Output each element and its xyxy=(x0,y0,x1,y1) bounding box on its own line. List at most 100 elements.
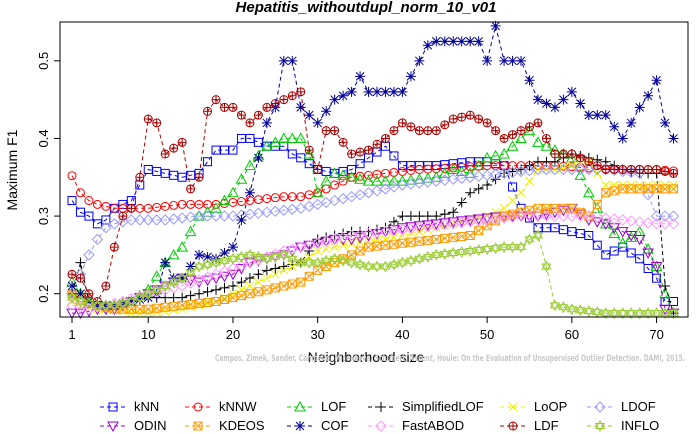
data-point xyxy=(490,242,501,255)
data-point xyxy=(601,180,611,190)
y-tick-label: 0.2 xyxy=(36,285,51,303)
data-point xyxy=(582,186,595,198)
series-line-ldf xyxy=(71,91,674,303)
data-point xyxy=(516,126,526,136)
legend-item-loop: LoOP xyxy=(500,399,567,414)
data-point xyxy=(236,214,247,225)
data-point xyxy=(279,95,289,105)
data-point xyxy=(211,296,221,306)
data-point xyxy=(363,260,374,273)
data-point xyxy=(118,211,128,221)
data-point xyxy=(194,298,204,308)
data-point xyxy=(643,165,653,174)
data-point xyxy=(650,210,663,222)
data-point xyxy=(202,286,213,297)
data-point xyxy=(296,87,306,97)
legend-label: LDF xyxy=(534,418,559,433)
data-point xyxy=(91,233,104,246)
data-point xyxy=(440,233,450,243)
data-point xyxy=(616,214,629,226)
data-point xyxy=(262,102,272,112)
data-point xyxy=(92,299,103,312)
data-point xyxy=(362,227,375,240)
data-point xyxy=(261,265,272,276)
data-point xyxy=(540,210,553,222)
data-point xyxy=(193,210,205,222)
data-point xyxy=(244,273,255,284)
data-point xyxy=(219,254,230,267)
data-point xyxy=(592,110,603,121)
data-point xyxy=(659,307,671,320)
data-point xyxy=(431,36,442,47)
data-point xyxy=(176,272,188,285)
data-point xyxy=(287,279,297,289)
data-point xyxy=(304,110,315,121)
data-point xyxy=(464,216,476,228)
data-point xyxy=(210,210,222,222)
data-point xyxy=(430,219,443,230)
data-point xyxy=(261,117,272,128)
data-point xyxy=(474,226,484,236)
data-point xyxy=(669,168,679,178)
data-point xyxy=(168,273,179,284)
data-point xyxy=(67,196,77,206)
data-point xyxy=(456,217,468,229)
data-point xyxy=(109,242,119,252)
data-point xyxy=(270,263,281,274)
data-point xyxy=(405,211,416,222)
data-point xyxy=(422,211,433,222)
data-point xyxy=(362,175,375,186)
data-point xyxy=(380,260,391,273)
data-point xyxy=(287,55,298,66)
data-point xyxy=(498,241,510,254)
data-point xyxy=(278,248,289,261)
data-point xyxy=(388,175,400,186)
legend-item-fastabod: FastABOD xyxy=(368,418,464,433)
series-line-lof xyxy=(71,129,674,314)
data-point xyxy=(380,168,390,178)
data-point xyxy=(201,271,214,283)
data-point xyxy=(567,161,577,170)
data-point xyxy=(101,215,111,225)
data-point xyxy=(625,215,637,227)
legend-label: SimplifiedLOF xyxy=(402,399,484,414)
data-point xyxy=(143,114,153,124)
plot-frame xyxy=(59,21,689,318)
data-point xyxy=(515,165,527,178)
data-point xyxy=(559,163,568,172)
data-point xyxy=(228,293,238,303)
data-point xyxy=(422,176,434,188)
data-point xyxy=(253,152,264,163)
data-point xyxy=(244,256,256,269)
data-point xyxy=(659,304,671,316)
data-point xyxy=(313,265,323,275)
data-point xyxy=(481,151,493,163)
data-point xyxy=(592,240,602,250)
data-point xyxy=(633,234,646,246)
data-point xyxy=(633,216,646,228)
data-point xyxy=(414,126,424,136)
data-point xyxy=(304,145,314,155)
data-point xyxy=(516,55,527,66)
data-point xyxy=(235,263,248,275)
data-point xyxy=(457,112,467,122)
data-point xyxy=(168,292,179,303)
data-point xyxy=(523,164,536,177)
chart-title: Hepatitis_withoutdupl_norm_10_v01 xyxy=(236,0,497,16)
data-point xyxy=(549,163,561,176)
data-point xyxy=(269,136,282,147)
data-point xyxy=(160,201,170,211)
data-point xyxy=(75,188,85,198)
data-point xyxy=(473,244,484,257)
data-point xyxy=(261,206,273,218)
data-point xyxy=(253,250,264,263)
data-point xyxy=(422,221,434,233)
data-point xyxy=(592,161,602,171)
data-point xyxy=(508,196,517,205)
data-point xyxy=(498,167,510,180)
data-point xyxy=(211,253,222,264)
data-point xyxy=(347,149,357,159)
legend-label: KDEOS xyxy=(219,418,265,433)
data-point xyxy=(355,159,365,169)
data-point xyxy=(540,140,553,151)
